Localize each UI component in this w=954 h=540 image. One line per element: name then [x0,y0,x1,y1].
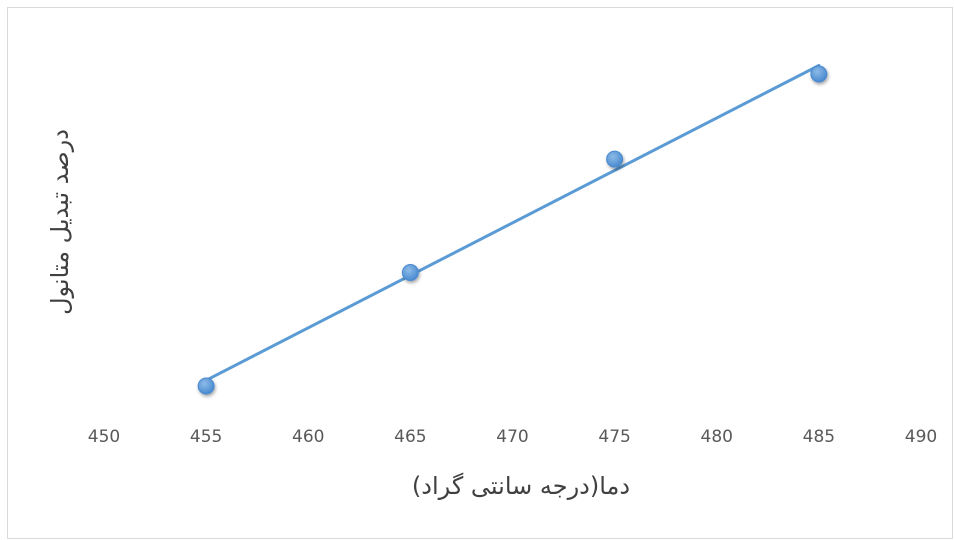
data-point [606,150,624,168]
x-tick-label: 470 [496,427,528,447]
y-axis-title: درصد تبدیل متانول [46,129,74,315]
x-tick-label: 480 [701,427,733,447]
x-tick-label: 460 [292,427,324,447]
x-tick-label: 485 [803,427,835,447]
x-axis-title: دما(درجه سانتی گراد) [412,472,630,500]
x-tick-label: 455 [190,427,222,447]
data-point [401,264,419,282]
x-tick-label: 450 [88,427,120,447]
data-point [810,65,828,83]
x-tick-label: 465 [394,427,426,447]
trendline [204,63,821,382]
chart-frame [7,7,953,539]
data-point [197,377,215,395]
x-tick-label: 490 [905,427,937,447]
x-axis-tick-labels: 450 455 460 465 470 475 480 485 490 [88,427,937,447]
data-points [197,65,828,395]
x-tick-label: 475 [598,427,630,447]
